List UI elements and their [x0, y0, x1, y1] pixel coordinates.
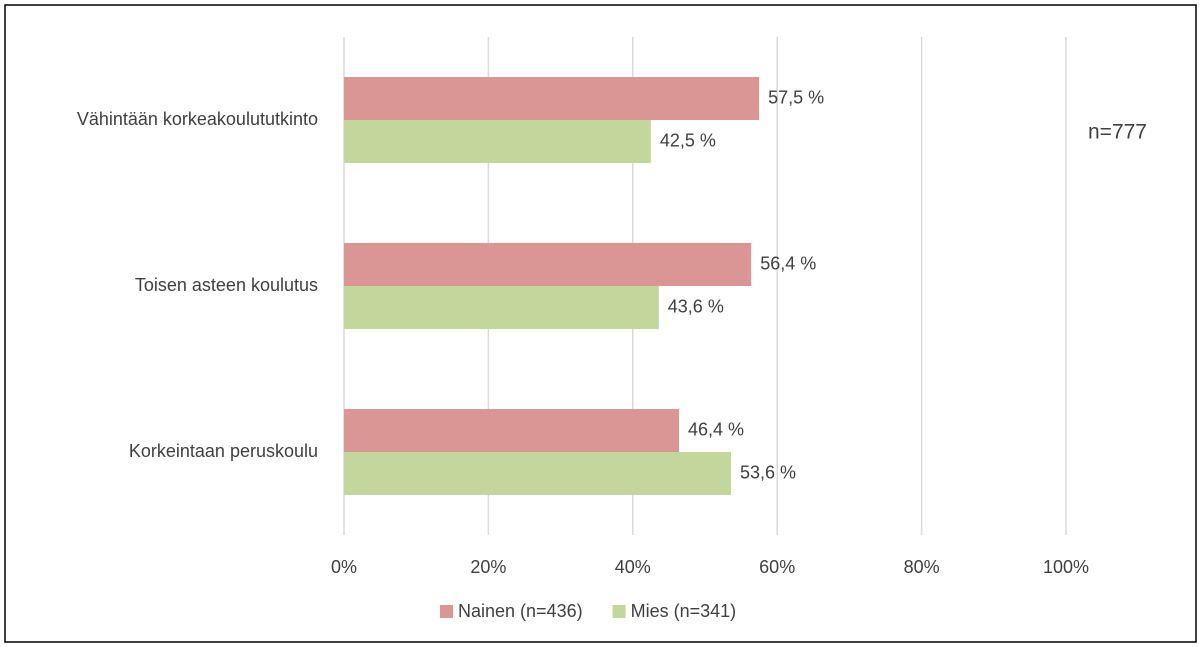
x-tick-label: 0% — [331, 557, 357, 577]
x-tick-label: 100% — [1043, 557, 1089, 577]
annotation: n=777 — [1088, 121, 1147, 144]
bar — [344, 452, 731, 495]
x-tick-label: 20% — [470, 557, 506, 577]
bar — [344, 286, 659, 329]
legend-label: Mies (n=341) — [631, 601, 737, 621]
data-label: 43,6 % — [668, 296, 724, 316]
bar — [344, 409, 680, 452]
data-label: 57,5 % — [768, 87, 824, 107]
data-label: 56,4 % — [760, 253, 816, 273]
x-tick-label: 80% — [904, 557, 940, 577]
legend-swatch — [440, 605, 453, 618]
legend-swatch — [612, 605, 626, 618]
y-tick-label: Toisen asteen koulutus — [135, 275, 318, 295]
x-tick-label: 40% — [615, 557, 651, 577]
bar — [344, 243, 752, 286]
data-label: 46,4 % — [688, 419, 744, 439]
bar — [344, 77, 760, 120]
y-tick-label: Vähintään korkeakoulututkinto — [77, 109, 318, 129]
legend-label: Nainen (n=436) — [458, 601, 583, 621]
data-label: 42,5 % — [660, 130, 716, 150]
y-tick-label: Korkeintaan peruskoulu — [129, 441, 318, 461]
x-tick-label: 60% — [759, 557, 795, 577]
bar — [344, 120, 651, 163]
data-label: 53,6 % — [740, 462, 796, 482]
